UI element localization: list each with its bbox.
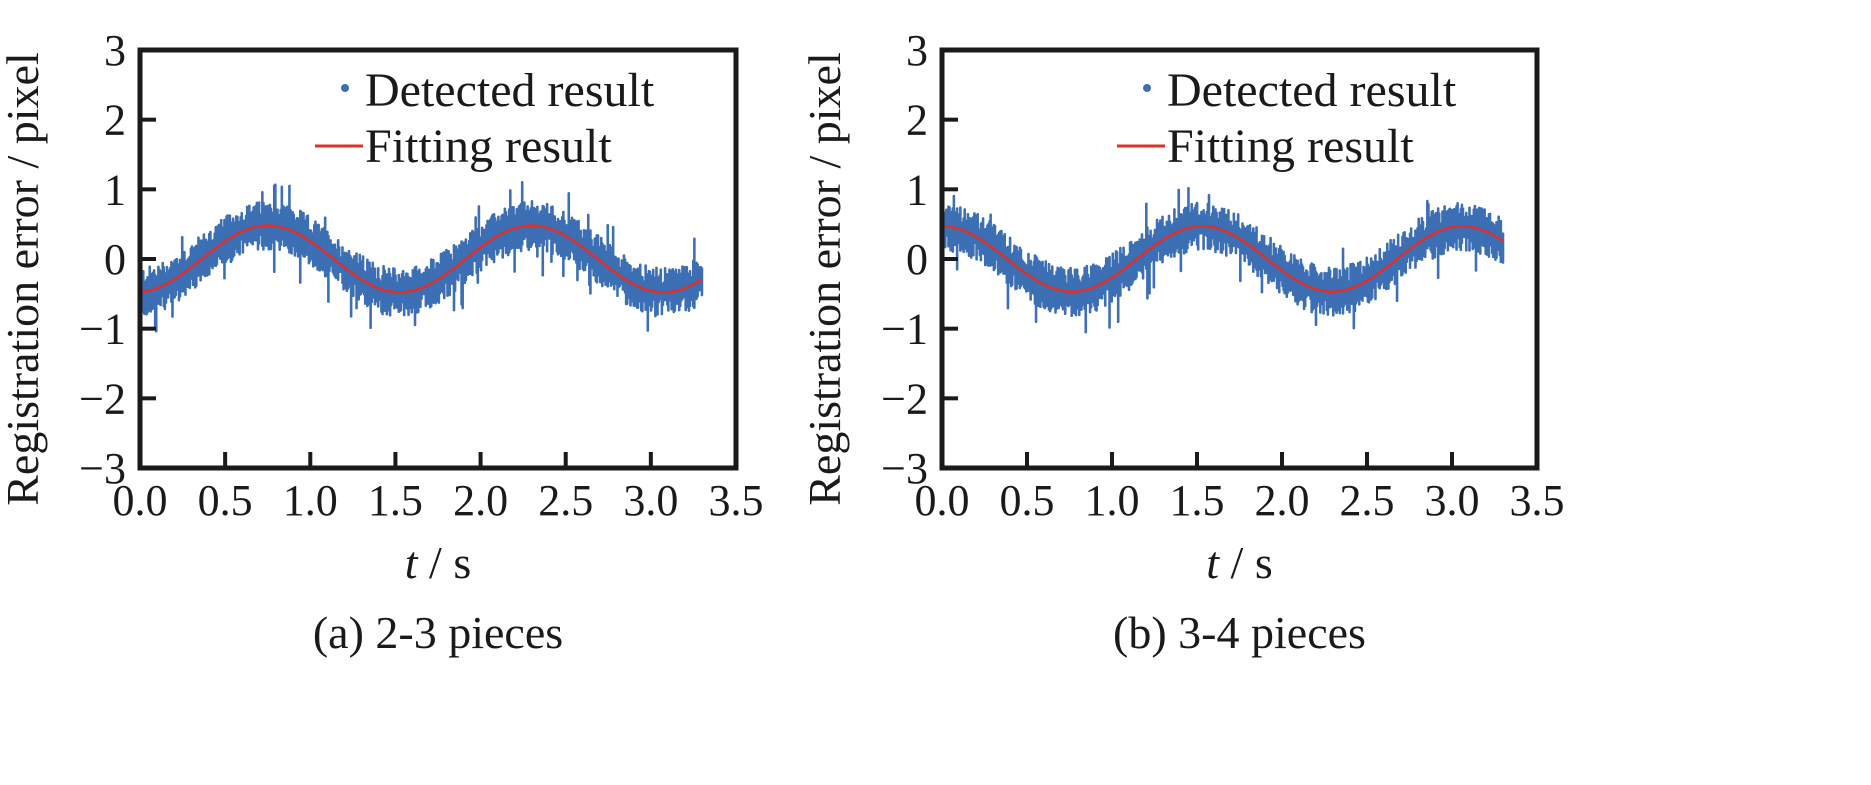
x-tick-label: 2.5	[1340, 476, 1395, 525]
y-axis-label-a: Registration error / pixel	[0, 52, 48, 506]
legend-a: Detected result Fitting result	[315, 64, 655, 173]
y-tick-label: 3	[104, 26, 126, 75]
x-axis-label-a: t / s	[405, 537, 471, 588]
x-tick-label: 3.0	[623, 476, 678, 525]
plot-area-b	[940, 184, 1505, 334]
y-tick-label: 0	[104, 235, 126, 284]
x-tick-label: 3.0	[1425, 476, 1480, 525]
x-tick-label: 1.5	[368, 476, 423, 525]
plot-area-a	[138, 181, 704, 333]
x-ticks-b: 0.0 0.5 1.0 1.5 2.0 2.5 3.0 3.5	[915, 452, 1565, 525]
legend-marker-detected-a	[341, 84, 349, 92]
y-tick-label: −3	[79, 444, 126, 493]
x-tick-label: 1.5	[1170, 476, 1225, 525]
y-tick-label: 1	[104, 165, 126, 214]
y-tick-label: −2	[79, 374, 126, 423]
x-ticks-a: 0.0 0.5 1.0 1.5 2.0 2.5 3.0 3.5	[113, 452, 764, 525]
legend-label-detected-a: Detected result	[365, 64, 655, 117]
y-tick-label: 1	[906, 165, 928, 214]
x-tick-label: 1.0	[283, 476, 338, 525]
y-tick-label: −2	[881, 374, 928, 423]
caption-b: (b) 3-4 pieces	[1113, 607, 1366, 658]
x-axis-unit-b: / s	[1219, 537, 1273, 588]
x-tick-label: 2.5	[538, 476, 593, 525]
y-tick-label: 0	[906, 235, 928, 284]
y-tick-label: 3	[906, 26, 928, 75]
x-axis-unit-a: / s	[418, 537, 472, 588]
fitting-line	[139, 224, 703, 294]
x-tick-label: 3.5	[709, 476, 764, 525]
x-axis-label-b: t / s	[1206, 537, 1272, 588]
y-tick-label: −3	[881, 444, 928, 493]
legend-b: Detected result Fitting result	[1117, 64, 1457, 173]
legend-label-fitting-a: Fitting result	[365, 120, 612, 173]
y-tick-label: −1	[881, 305, 928, 354]
y-ticks-a: 3 2 1 0 −1 −2 −3	[79, 26, 156, 493]
y-tick-label: 2	[104, 96, 126, 145]
x-tick-label: 0.5	[1000, 476, 1055, 525]
x-tick-label: 1.0	[1085, 476, 1140, 525]
x-tick-label: 0.0	[113, 476, 168, 525]
legend-marker-detected-b	[1143, 84, 1151, 92]
x-tick-label: 0.5	[198, 476, 253, 525]
panel-a: 3 2 1 0 −1 −2 −3 0.0 0.5 1.0 1.5 2.0 2.5 3.0 3.5 Dete…	[0, 26, 764, 658]
caption-a: (a) 2-3 pieces	[313, 607, 563, 658]
y-axis-label-b: Registration error / pixel	[799, 52, 850, 506]
fitting-line	[942, 225, 1504, 293]
panel-b: 3 2 1 0 −1 −2 −3 0.0 0.5 1.0 1.5 2.0 2.5 3.0 3.5 Dete…	[799, 26, 1565, 658]
legend-label-detected-b: Detected result	[1167, 64, 1457, 117]
x-axis-var-b: t	[1206, 537, 1220, 588]
legend-label-fitting-b: Fitting result	[1167, 120, 1414, 173]
y-tick-label: −1	[79, 305, 126, 354]
x-tick-label: 2.0	[453, 476, 508, 525]
y-ticks-b: 3 2 1 0 −1 −2 −3	[881, 26, 958, 493]
y-tick-label: 2	[906, 96, 928, 145]
x-axis-var-a: t	[405, 537, 419, 588]
x-tick-label: 0.0	[915, 476, 970, 525]
x-tick-label: 2.0	[1255, 476, 1310, 525]
x-tick-label: 3.5	[1510, 476, 1565, 525]
